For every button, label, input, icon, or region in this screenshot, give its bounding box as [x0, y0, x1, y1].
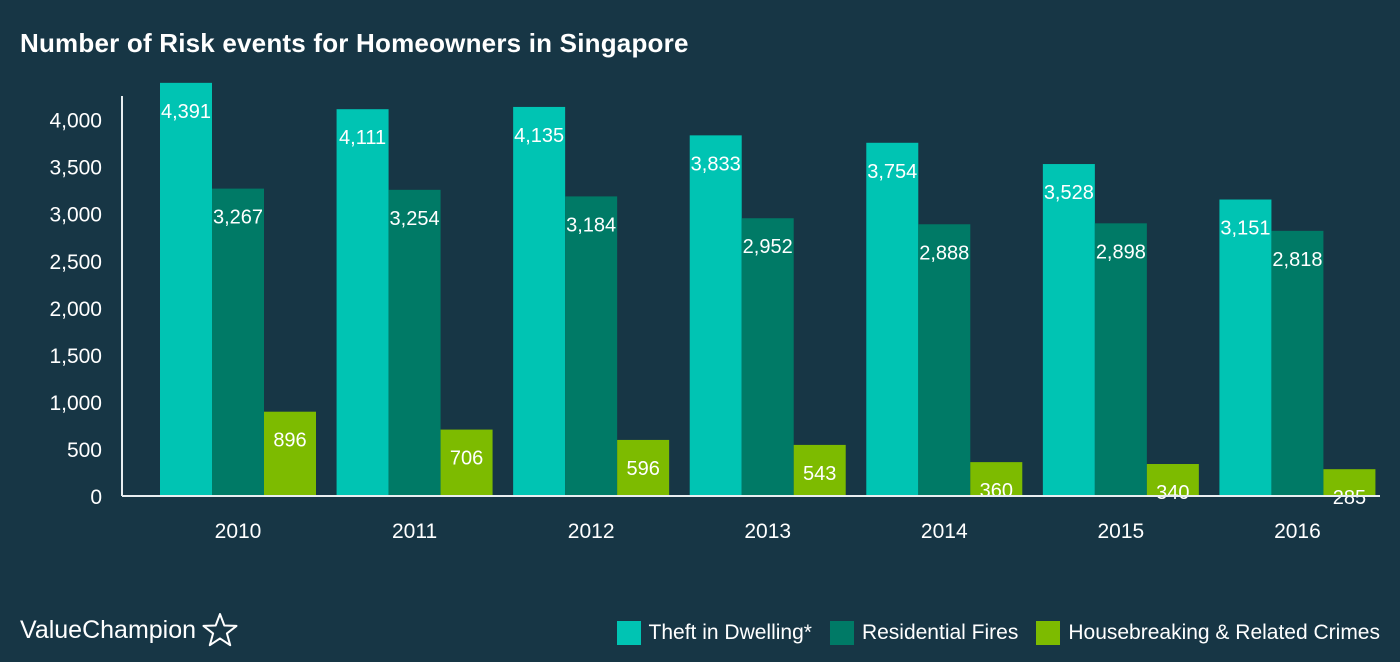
- bar-2015-1: [1042, 164, 1095, 496]
- y-axis: 0 500 1,000 1,500 2,000 2,500 3,000 3,500 4,000: [49, 96, 123, 509]
- bar-2016-1: [1219, 199, 1272, 497]
- y-tick-label: 1,000: [49, 392, 102, 415]
- data-label: 340: [1156, 482, 1189, 504]
- legend-swatch-fires: [829, 621, 854, 645]
- data-label: 543: [803, 463, 836, 485]
- data-label: 2,952: [743, 236, 793, 258]
- bar-2011-1: [336, 109, 389, 497]
- bar-2013-3: [793, 444, 846, 496]
- x-axis: 2010 2011 2012 2013 2014 2015 2016: [122, 495, 1380, 543]
- legend-item-fires: Residential Fires: [829, 621, 1019, 645]
- x-tick-label: 2011: [392, 520, 437, 543]
- x-tick-label: 2010: [215, 520, 262, 543]
- brand-logo: ValueChampion: [20, 612, 238, 648]
- x-tick-label: 2015: [1097, 520, 1144, 543]
- data-label: 596: [626, 458, 659, 480]
- legend-swatch-housebreaking: [1036, 621, 1061, 645]
- bars: 4,391 3,267 896 4,111 3,254 706 4,135 3,184 596 3…: [160, 82, 1376, 509]
- bar-2016-2: [1271, 230, 1324, 497]
- data-label: 3,184: [566, 214, 616, 236]
- data-label: 896: [273, 430, 306, 452]
- data-label: 706: [450, 448, 483, 470]
- bar-2011-2: [388, 189, 441, 496]
- legend-swatch-theft: [616, 621, 641, 645]
- bar-2015-3: [1146, 464, 1199, 496]
- data-label: 3,528: [1044, 182, 1094, 204]
- y-tick-label: 4,000: [49, 110, 102, 133]
- data-label: 4,135: [514, 125, 564, 147]
- bar-2016-3: [1323, 469, 1376, 496]
- bar-2012-1: [513, 106, 566, 497]
- bar-2014-3: [970, 462, 1023, 496]
- bar-2012-2: [565, 196, 618, 496]
- data-label: 2,898: [1096, 241, 1146, 263]
- legend: Theft in Dwelling* Residential Fires Hou…: [616, 621, 1380, 645]
- bar-2013-1: [689, 135, 742, 496]
- star-outline-icon: [202, 613, 238, 647]
- y-tick-label: 1,500: [49, 345, 102, 368]
- brand-name: ValueChampion: [20, 615, 197, 644]
- bar-2014-2: [918, 224, 971, 497]
- legend-label-housebreaking: Housebreaking & Related Crimes: [1068, 621, 1380, 644]
- chart-title: Number of Risk events for Homeowners in …: [20, 28, 689, 58]
- y-tick-label: 3,000: [49, 204, 102, 227]
- data-label: 2,888: [919, 242, 969, 264]
- y-tick-label: 3,500: [49, 157, 102, 180]
- bar-2010-2: [212, 188, 264, 497]
- bar-2010-1: [160, 82, 212, 497]
- y-tick-label: 2,000: [49, 298, 102, 321]
- x-tick-label: 2013: [744, 520, 791, 543]
- x-tick-label: 2016: [1274, 520, 1321, 543]
- data-label: 4,391: [161, 101, 211, 123]
- legend-label-fires: Residential Fires: [861, 621, 1019, 644]
- bar-2012-3: [617, 439, 670, 496]
- data-label: 3,254: [390, 208, 440, 230]
- data-label: 3,833: [691, 153, 741, 175]
- bar-2011-3: [440, 429, 493, 496]
- bar-2015-2: [1094, 223, 1147, 497]
- data-label: 3,151: [1220, 218, 1270, 240]
- legend-item-theft: Theft in Dwelling*: [616, 621, 812, 645]
- x-tick-label: 2012: [568, 520, 615, 543]
- bar-2010-3: [264, 411, 316, 496]
- data-label: 3,267: [213, 207, 263, 229]
- legend-label-theft: Theft in Dwelling*: [648, 621, 812, 644]
- y-tick-label: 500: [67, 439, 102, 462]
- data-label: 4,111: [339, 127, 386, 149]
- legend-item-housebreaking: Housebreaking & Related Crimes: [1036, 621, 1380, 645]
- x-tick-label: 2014: [921, 520, 968, 543]
- y-tick-label: 2,500: [49, 251, 102, 274]
- y-tick-label: 0: [90, 486, 102, 509]
- bar-2013-2: [741, 218, 794, 496]
- data-label: 3,754: [867, 161, 917, 183]
- data-label: 285: [1333, 487, 1366, 509]
- bar-2014-1: [866, 142, 919, 497]
- data-label: 360: [980, 480, 1013, 502]
- data-label: 2,818: [1272, 249, 1322, 271]
